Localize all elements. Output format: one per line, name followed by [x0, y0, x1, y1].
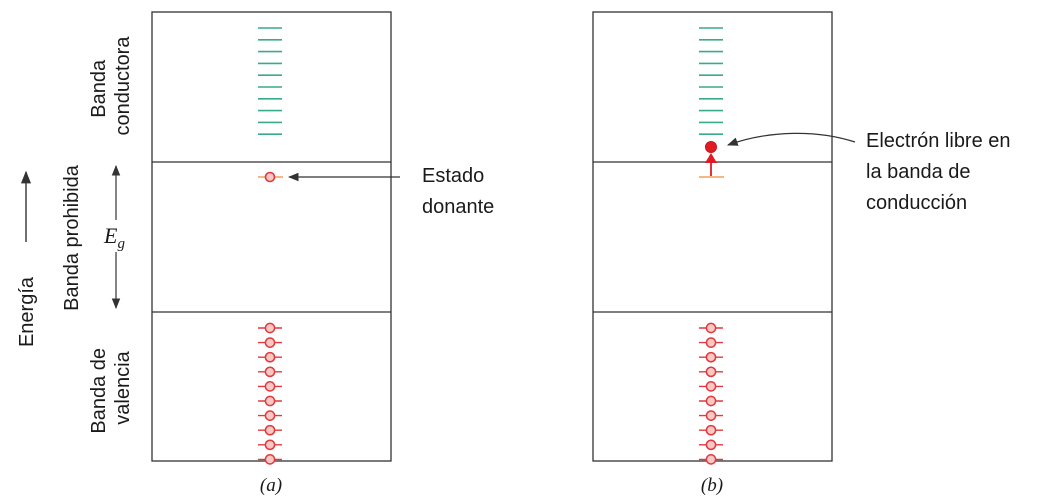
panel-b-free-electron: [705, 141, 717, 153]
valence-electron: [264, 351, 276, 363]
valence-electron: [264, 322, 276, 334]
banda-conductora-label: Banda conductora: [88, 36, 134, 136]
valence-electron: [264, 395, 276, 407]
estado-donante-label: Estado donante: [422, 165, 494, 218]
panel-a-frame: [151, 11, 392, 462]
panel-a: (a): [151, 11, 392, 496]
electron-libre-label: Electrón libre en la banda de conducción: [866, 130, 1016, 214]
valence-electron: [264, 381, 276, 392]
electron-libre-pointer: [726, 132, 856, 146]
valence-electron: [705, 424, 717, 436]
panel-b-valence-electrons: [699, 322, 723, 465]
energia-label: Energía: [16, 276, 38, 347]
eg-label: Eg: [103, 223, 125, 252]
banda-valencia-label: Banda de valencia: [88, 342, 134, 433]
valence-electron: [705, 381, 717, 392]
valence-electron: [264, 439, 276, 451]
valence-electron: [264, 454, 276, 465]
panel-b-conduction-levels: [699, 27, 723, 135]
valence-electron: [705, 439, 717, 451]
valence-electron: [264, 410, 276, 421]
panel-b-caption: (b): [701, 475, 723, 496]
banda-prohibida-label: Banda prohibida: [61, 164, 83, 311]
panel-b-frame: [592, 11, 833, 462]
valence-electron: [264, 337, 276, 348]
panel-a-valence-electrons: [258, 322, 282, 465]
panel-b: (b): [592, 11, 833, 496]
panel-a-caption: (a): [260, 475, 282, 496]
panel-a-donor-electron: [264, 171, 276, 183]
panel-a-conduction-levels: [258, 27, 282, 135]
valence-electron: [705, 322, 717, 334]
valence-electron: [264, 366, 276, 378]
valence-electron: [705, 366, 717, 378]
valence-electron: [705, 351, 717, 363]
valence-electron: [705, 410, 717, 421]
valence-electron: [705, 395, 717, 407]
valence-electron: [705, 454, 717, 465]
panel-b-excitation-arrowhead: [705, 153, 717, 163]
valence-electron: [264, 424, 276, 436]
valence-electron: [705, 337, 717, 348]
